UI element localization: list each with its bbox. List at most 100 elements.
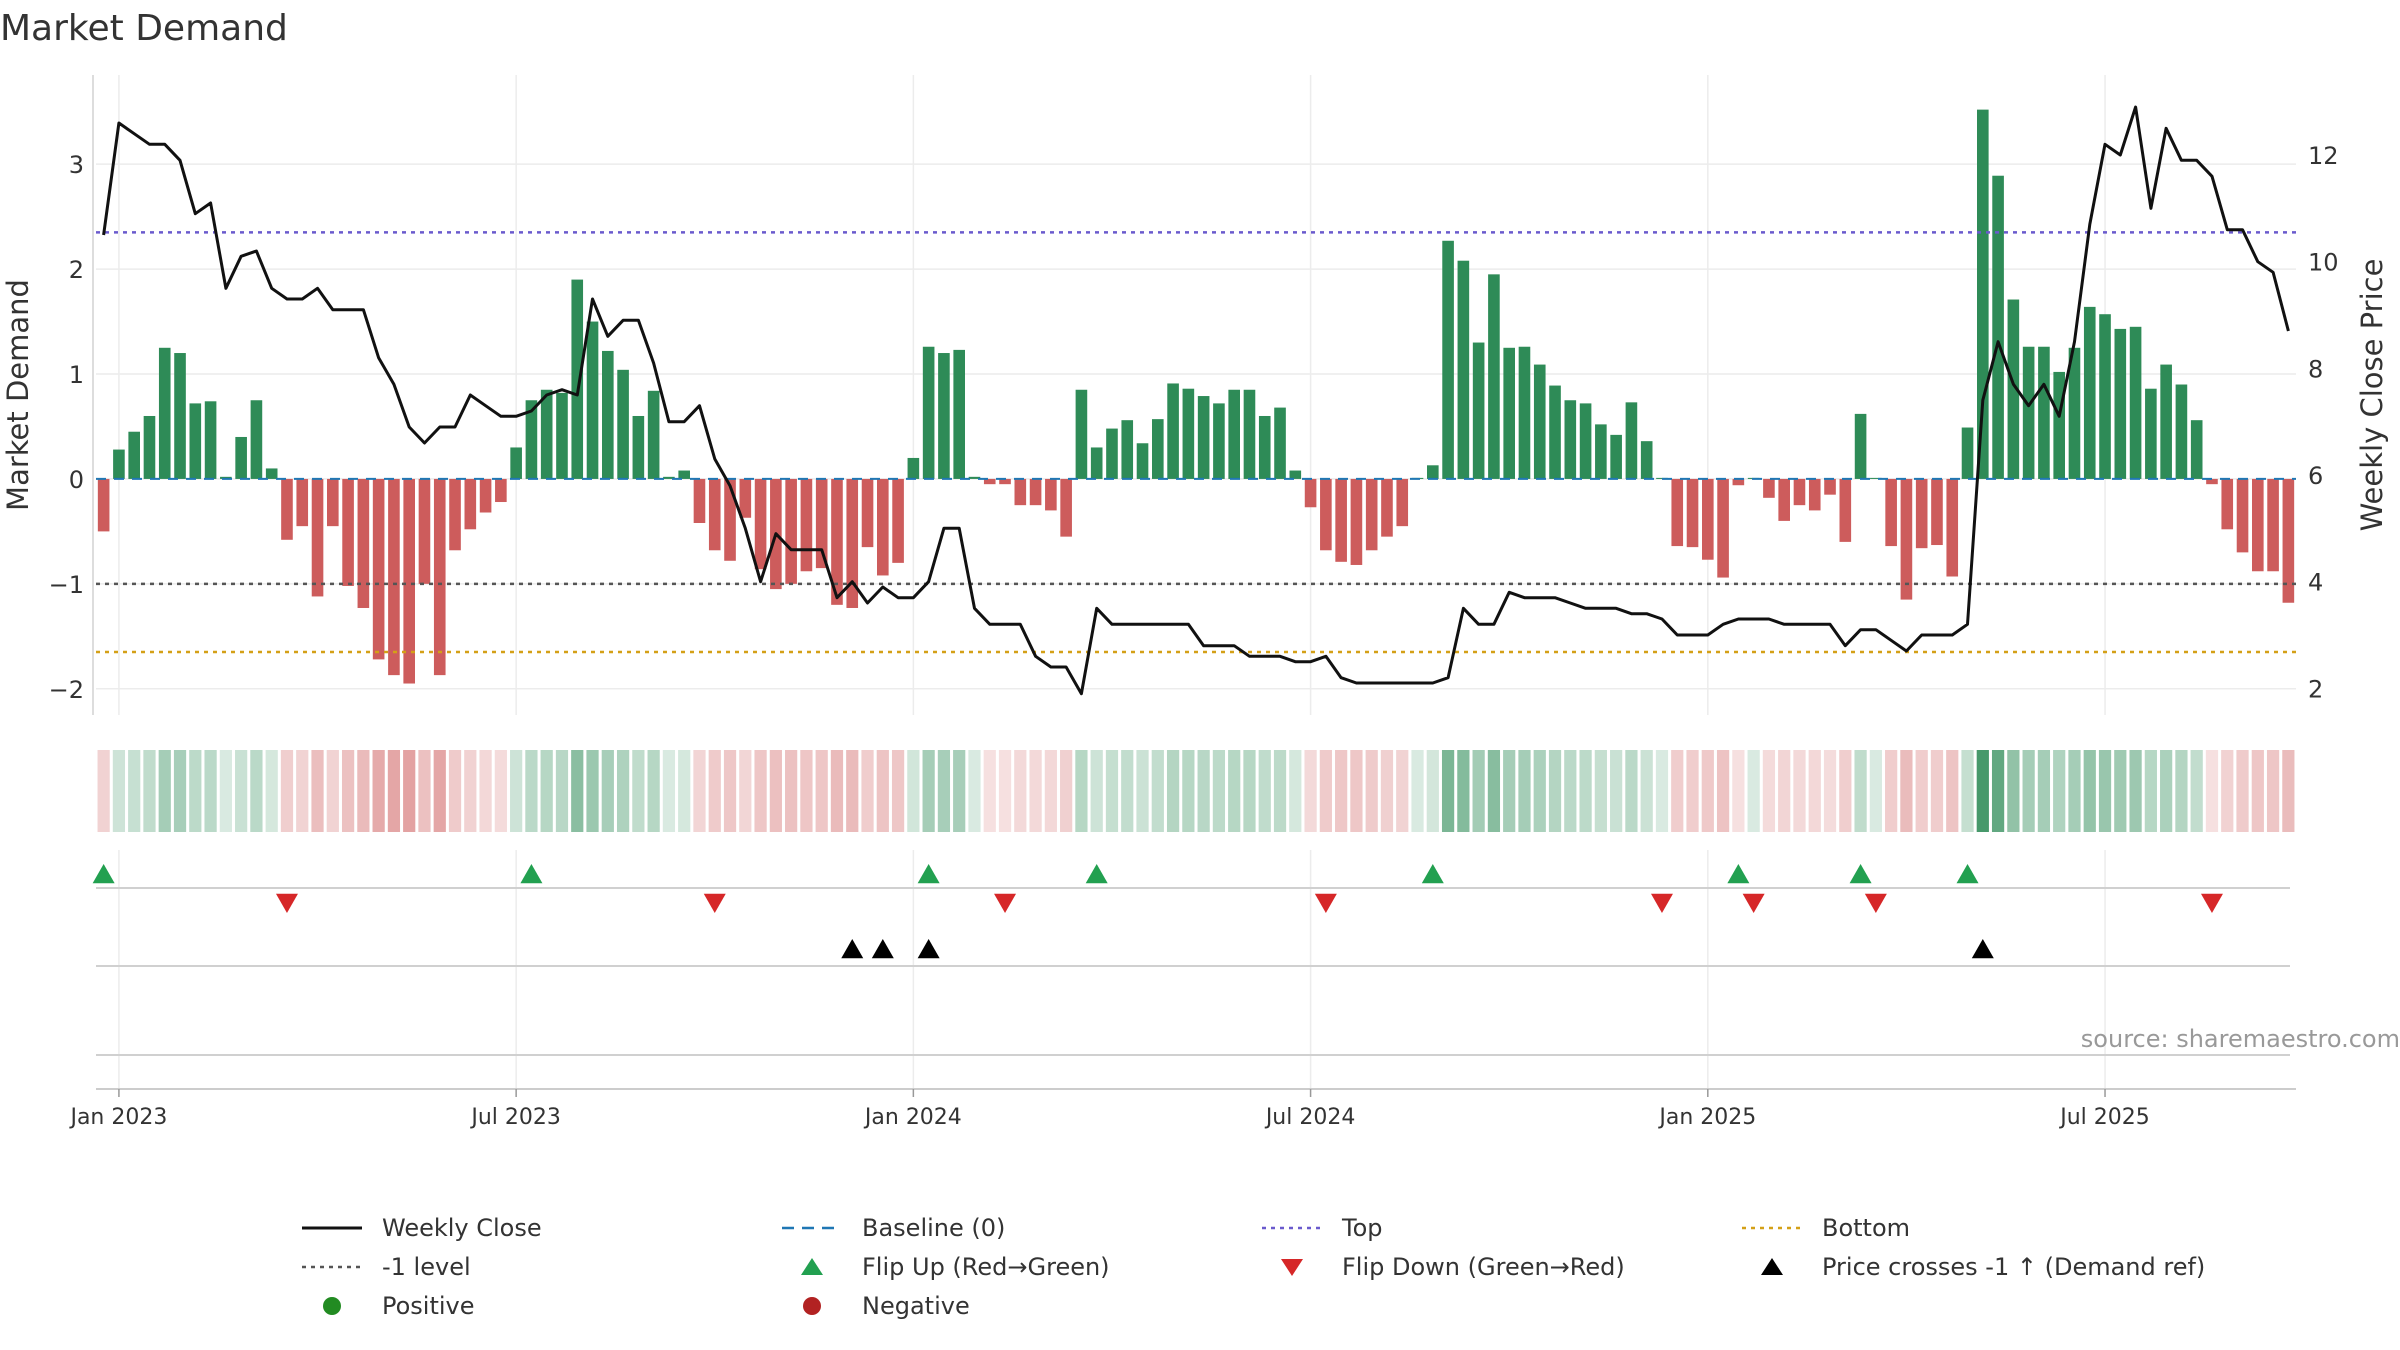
flip-up-marker — [1727, 864, 1750, 884]
demand-bar — [1946, 478, 1959, 577]
heat-cell — [2205, 750, 2219, 832]
heat-cell — [1380, 750, 1394, 832]
demand-bar — [1258, 415, 1271, 479]
demand-bar — [2175, 384, 2188, 479]
heat-cell — [1182, 750, 1195, 832]
heat-cell — [1319, 750, 1332, 832]
demand-bar — [540, 389, 553, 479]
heat-cell — [1060, 750, 1073, 832]
heat-cell — [311, 750, 324, 832]
heat-cell — [739, 750, 752, 832]
demand-bar — [1472, 342, 1485, 479]
chart-title: Market Demand — [0, 8, 288, 49]
legend-item-baseline: Baseline (0) — [780, 1212, 1260, 1243]
heat-cell — [1044, 750, 1057, 832]
demand-bar — [1717, 478, 1729, 578]
demand-bar — [2022, 346, 2035, 479]
heat-cell — [1900, 750, 1913, 832]
legend-circle — [323, 1296, 341, 1315]
demand-bar — [785, 478, 797, 584]
heat-cell — [1839, 750, 1852, 832]
demand-bar — [1381, 478, 1393, 537]
demand-bar — [1029, 478, 1042, 506]
flip-down-marker — [1864, 893, 1887, 913]
heat-cell — [1166, 750, 1180, 832]
heat-cell — [1548, 750, 1562, 832]
y2-tick-label: 10 — [2308, 249, 2339, 277]
flip-down-marker — [275, 893, 298, 913]
x-tick-label: Jan 2025 — [1657, 1105, 1756, 1130]
legend-triangle-up — [801, 1257, 823, 1275]
legend-label: Positive — [382, 1291, 475, 1320]
demand-bar — [1824, 478, 1836, 495]
flip-down-marker — [703, 893, 726, 913]
demand-bar — [1686, 478, 1699, 548]
demand-bar — [143, 415, 156, 479]
demand-bar — [525, 400, 538, 479]
heat-cell — [1778, 750, 1791, 832]
demand-bar — [571, 279, 584, 479]
demand-bar — [1197, 396, 1210, 479]
demand-bar — [1900, 478, 1913, 600]
legend-marker-negative — [803, 1296, 821, 1315]
demand-bar — [1320, 478, 1332, 551]
legend-label: Flip Up (Red→Green) — [862, 1252, 1110, 1281]
heat-cell — [128, 750, 141, 832]
demand-bar — [2068, 347, 2081, 479]
heat-cell — [632, 750, 645, 832]
heat-cell — [1579, 750, 1592, 832]
heat-cell — [1105, 750, 1119, 832]
heat-cell — [586, 750, 599, 832]
heat-cell — [1472, 750, 1485, 832]
heat-cell — [678, 750, 691, 832]
flip-up-marker — [520, 864, 543, 884]
heat-cell — [1747, 750, 1760, 832]
demand-bar — [1702, 478, 1714, 560]
demand-bar — [1961, 427, 1974, 479]
demand-bar — [815, 478, 828, 569]
heat-cell — [1350, 750, 1363, 832]
demand-bar — [1274, 407, 1286, 479]
legend-item-flip-up: Flip Up (Red→Green) — [780, 1251, 1260, 1282]
demand-bar — [403, 478, 415, 684]
legend-label: Flip Down (Green→Red) — [1342, 1252, 1625, 1281]
demand-bar — [1503, 347, 1515, 479]
heat-cell — [953, 750, 966, 832]
heat-cell — [387, 750, 401, 832]
heat-cell — [1716, 750, 1730, 832]
heat-cell — [1503, 750, 1516, 832]
heat-cell — [937, 750, 951, 832]
heat-cell — [2282, 750, 2295, 832]
heat-cell — [1487, 750, 1501, 832]
flip-down-marker — [1742, 893, 1765, 913]
demand-bar — [1350, 478, 1363, 565]
legend-label: Price crosses -1 ↑ (Demand ref) — [1822, 1252, 2206, 1281]
demand-bar — [388, 478, 400, 676]
heat-cell — [1365, 750, 1378, 832]
heat-cell — [1090, 750, 1103, 832]
y2-tick-label: 6 — [2308, 462, 2323, 490]
heat-cell — [418, 750, 431, 832]
heat-cell — [2022, 750, 2035, 832]
demand-bar — [1014, 478, 1027, 506]
flip-down-marker — [1314, 893, 1337, 913]
heat-cell — [1411, 750, 1424, 832]
demand-bar — [296, 478, 309, 527]
heat-cell — [1869, 750, 1882, 832]
demand-bar — [1488, 274, 1500, 479]
flip-up-marker — [1956, 864, 1979, 884]
demand-bar — [1579, 403, 1592, 479]
heat-cell — [555, 750, 569, 832]
demand-bar — [449, 478, 461, 551]
heat-cell — [372, 750, 385, 832]
demand-bar — [647, 390, 660, 479]
y2-tick-label: 2 — [2308, 675, 2323, 703]
heat-cell — [708, 750, 721, 832]
demand-bar — [877, 478, 889, 576]
demand-bar — [708, 478, 721, 551]
heat-cell — [219, 750, 232, 832]
demand-bar — [953, 349, 965, 479]
y-tick-label: 0 — [69, 466, 84, 494]
demand-bar — [2252, 478, 2264, 572]
